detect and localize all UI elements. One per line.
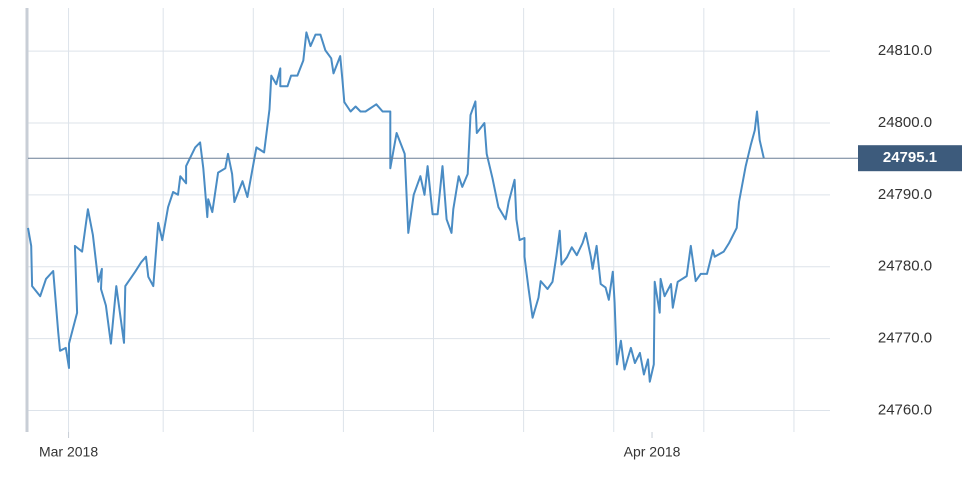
last-value-box bbox=[858, 145, 962, 172]
x-tick-label: Apr 2018 bbox=[624, 444, 681, 460]
last-value-label: 24795.1 bbox=[883, 149, 937, 166]
y-tick-label: 24800.0 bbox=[878, 114, 932, 131]
y-tick-label: 24760.0 bbox=[878, 401, 932, 418]
x-tick-label: Mar 2018 bbox=[39, 444, 98, 460]
price-line bbox=[27, 31, 765, 383]
y-tick-label: 24810.0 bbox=[878, 42, 932, 59]
y-tick-label: 24780.0 bbox=[878, 258, 932, 275]
y-tick-label: 24770.0 bbox=[878, 330, 932, 347]
y-tick-label: 24790.0 bbox=[878, 186, 932, 203]
